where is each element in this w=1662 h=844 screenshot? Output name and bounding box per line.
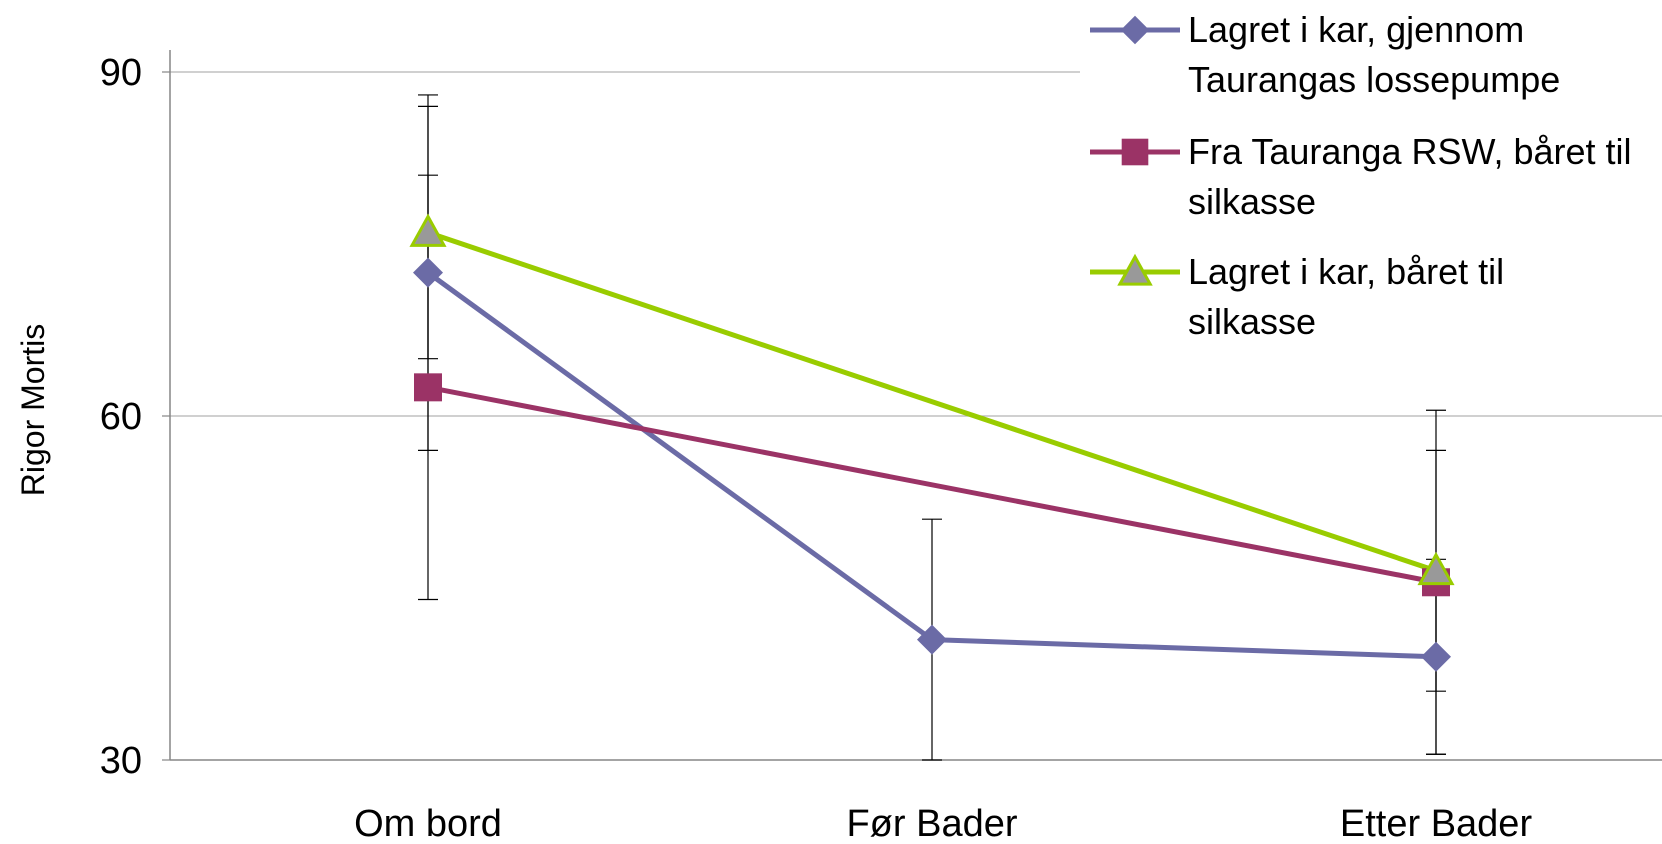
legend-marker xyxy=(1117,253,1153,286)
y-tick-label: 60 xyxy=(100,396,142,438)
data-point-series-1 xyxy=(413,257,443,288)
legend-label: Taurangas lossepumpe xyxy=(1188,59,1560,100)
data-markers xyxy=(409,213,1455,672)
legend-label: silkasse xyxy=(1188,301,1316,342)
tick-labels: 90 60 30 Om bord Før Bader Etter Bader xyxy=(100,52,1533,844)
series-line-3 xyxy=(427,230,1437,574)
axes xyxy=(162,50,1662,761)
legend-marker xyxy=(1120,15,1150,45)
legend-item-3: Lagret i kar, båret til silkasse xyxy=(1090,251,1504,342)
legend-label: Lagret i kar, båret til xyxy=(1188,251,1504,292)
data-point-series-1 xyxy=(1421,641,1451,672)
x-tick-label: Før Bader xyxy=(846,803,1017,844)
data-point-series-1 xyxy=(917,624,947,655)
legend-label: silkasse xyxy=(1188,181,1316,222)
y-tick-label: 30 xyxy=(100,740,142,782)
data-point-series-3 xyxy=(409,213,447,247)
x-tick-label: Etter Bader xyxy=(1340,803,1533,844)
legend-label: Lagret i kar, gjennom xyxy=(1188,9,1524,50)
data-point-series-3 xyxy=(1417,551,1455,586)
legend: Lagret i kar, gjennom Taurangas lossepump… xyxy=(1080,0,1662,345)
y-tick-label: 90 xyxy=(100,52,142,94)
data-point-series-2 xyxy=(414,373,442,402)
x-tick-label: Om bord xyxy=(354,803,502,844)
legend-item-2: Fra Tauranga RSW, båret til silkasse xyxy=(1090,131,1632,222)
y-axis-label: Rigor Mortis xyxy=(15,324,51,496)
legend-marker xyxy=(1121,138,1149,166)
series-line-2 xyxy=(427,384,1437,585)
legend-item-1: Lagret i kar, gjennom Taurangas lossepump… xyxy=(1090,9,1560,100)
legend-label: Fra Tauranga RSW, båret til xyxy=(1188,131,1632,172)
legend-box xyxy=(1080,0,1662,345)
